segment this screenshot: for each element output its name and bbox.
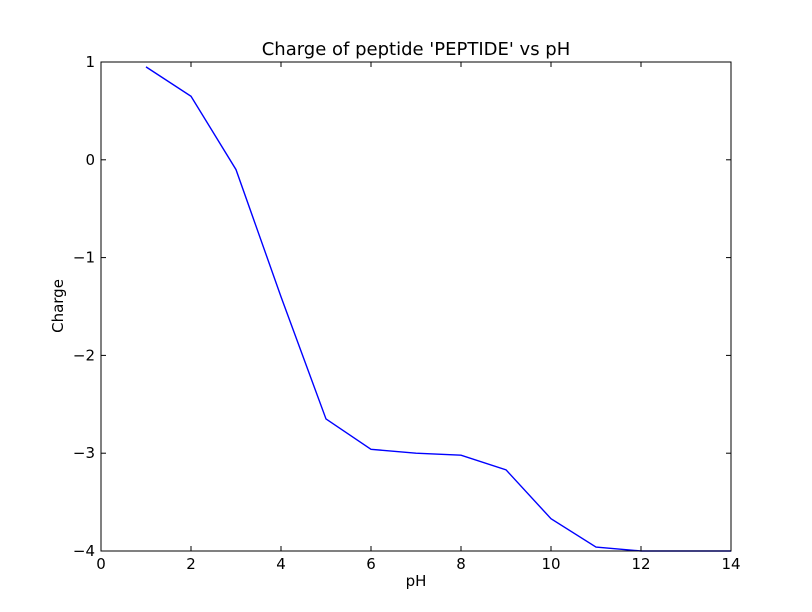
y-tick-label: −3 bbox=[73, 444, 95, 462]
x-tick-label: 0 bbox=[96, 555, 106, 573]
y-axis-label: Charge bbox=[49, 279, 67, 333]
x-tick-label: 4 bbox=[276, 555, 286, 573]
y-tick-label: 0 bbox=[85, 151, 95, 169]
y-axis: −4 −3 −2 −1 0 1 bbox=[73, 53, 731, 560]
series-line bbox=[145, 66, 731, 552]
plot-area bbox=[100, 61, 732, 552]
x-axis: 0 2 4 6 8 10 12 14 bbox=[96, 62, 741, 573]
y-tick-label: −1 bbox=[73, 249, 95, 267]
y-tick-label: 1 bbox=[85, 53, 95, 71]
x-axis-label: pH bbox=[406, 572, 427, 590]
x-tick-label: 6 bbox=[366, 555, 376, 573]
x-tick-label: 8 bbox=[456, 555, 466, 573]
x-tick-label: 14 bbox=[721, 555, 740, 573]
y-tick-label: −2 bbox=[73, 346, 95, 364]
x-tick-label: 10 bbox=[541, 555, 560, 573]
y-tick-label: −4 bbox=[73, 542, 95, 560]
x-tick-label: 12 bbox=[631, 555, 650, 573]
plot-frame bbox=[100, 61, 732, 552]
chart-title: Charge of peptide 'PEPTIDE' vs pH bbox=[262, 39, 571, 60]
x-tick-label: 2 bbox=[186, 555, 196, 573]
